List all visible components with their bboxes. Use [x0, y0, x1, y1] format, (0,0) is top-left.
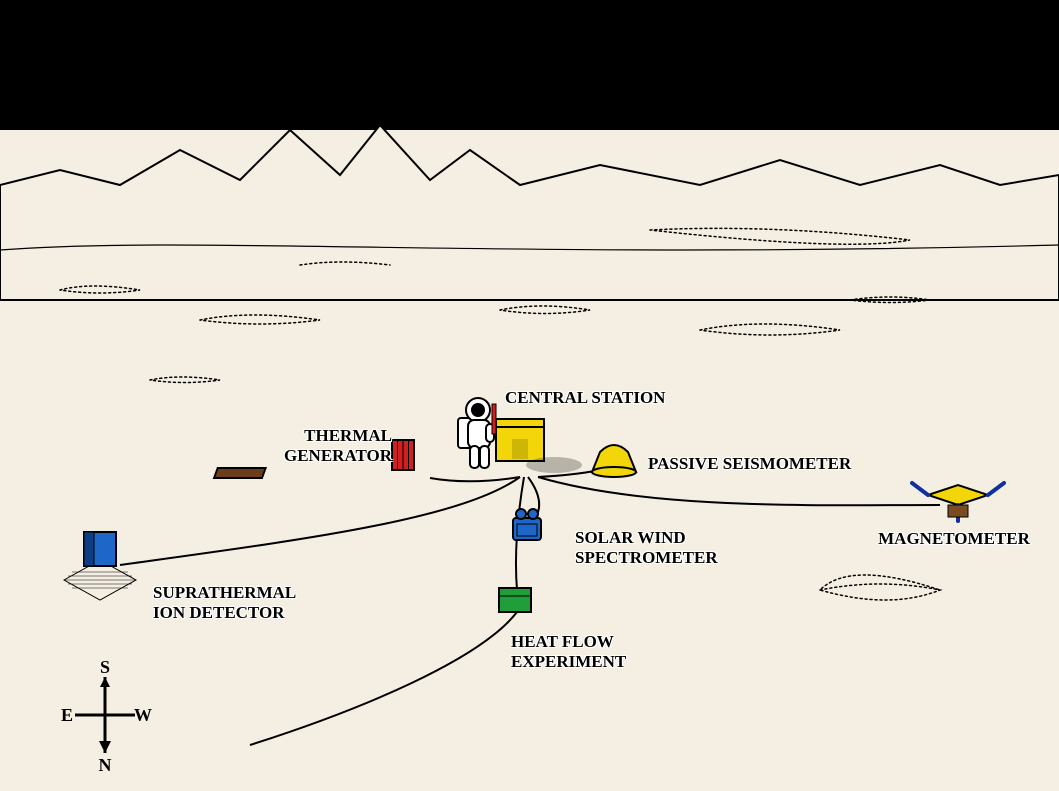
compass-icon: S N E W [61, 657, 152, 775]
svg-text:N: N [99, 755, 112, 775]
svg-text:S: S [100, 657, 110, 677]
label-thermal-generator: THERMAL GENERATOR [282, 426, 392, 465]
label-heat-flow: HEAT FLOW EXPERIMENT [511, 632, 626, 671]
svg-text:W: W [134, 705, 152, 725]
label-solar-wind: SOLAR WIND SPECTROMETER [575, 528, 718, 567]
label-suprathermal: SUPRATHERMAL ION DETECTOR [153, 583, 296, 622]
label-passive-seismometer: PASSIVE SEISMOMETER [648, 454, 851, 474]
label-magnetometer: MAGNETOMETER [878, 529, 1030, 549]
astronaut-icon [458, 398, 496, 468]
diagram-stage: { "canvas": { "w": 1059, "h": 791, "bg":… [0, 0, 1059, 791]
svg-text:E: E [61, 705, 73, 725]
label-central-station: CENTRAL STATION [505, 388, 665, 408]
